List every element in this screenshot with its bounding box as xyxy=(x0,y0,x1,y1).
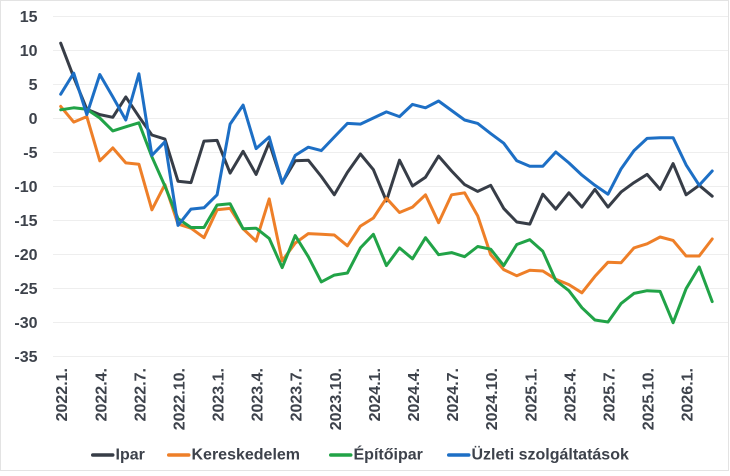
svg-text:10: 10 xyxy=(20,43,38,60)
svg-text:-35: -35 xyxy=(14,349,37,366)
svg-text:2024.4.: 2024.4. xyxy=(406,368,423,421)
svg-text:2023.7.: 2023.7. xyxy=(289,368,306,421)
svg-text:2023.10.: 2023.10. xyxy=(328,368,345,430)
svg-text:Kereskedelem: Kereskedelem xyxy=(192,447,301,464)
svg-text:-25: -25 xyxy=(14,281,37,298)
svg-text:2025.4.: 2025.4. xyxy=(562,368,579,421)
svg-text:2024.7.: 2024.7. xyxy=(445,368,462,421)
svg-text:-5: -5 xyxy=(23,145,37,162)
svg-text:0: 0 xyxy=(29,111,38,128)
svg-text:2025.7.: 2025.7. xyxy=(602,368,619,421)
svg-text:Üzleti szolgáltatások: Üzleti szolgáltatások xyxy=(472,445,629,464)
svg-text:-20: -20 xyxy=(14,247,37,264)
svg-text:5: 5 xyxy=(29,77,38,94)
svg-text:2022.4.: 2022.4. xyxy=(93,368,110,421)
svg-text:2023.1.: 2023.1. xyxy=(211,368,228,421)
svg-text:2024.10.: 2024.10. xyxy=(484,368,501,430)
svg-text:15: 15 xyxy=(20,9,38,26)
svg-text:Ipar: Ipar xyxy=(116,447,145,464)
svg-text:2026.1.: 2026.1. xyxy=(680,368,697,421)
svg-text:2025.10.: 2025.10. xyxy=(641,368,658,430)
svg-text:2022.7.: 2022.7. xyxy=(132,368,149,421)
svg-text:-15: -15 xyxy=(14,213,37,230)
svg-text:2024.1.: 2024.1. xyxy=(367,368,384,421)
svg-text:-30: -30 xyxy=(14,315,37,332)
svg-text:Építőipar: Építőipar xyxy=(354,445,423,464)
svg-text:2025.1.: 2025.1. xyxy=(523,368,540,421)
svg-text:2023.4.: 2023.4. xyxy=(250,368,267,421)
svg-text:2022.10.: 2022.10. xyxy=(172,368,189,430)
svg-text:-10: -10 xyxy=(14,179,37,196)
svg-text:2022.1.: 2022.1. xyxy=(54,368,71,421)
